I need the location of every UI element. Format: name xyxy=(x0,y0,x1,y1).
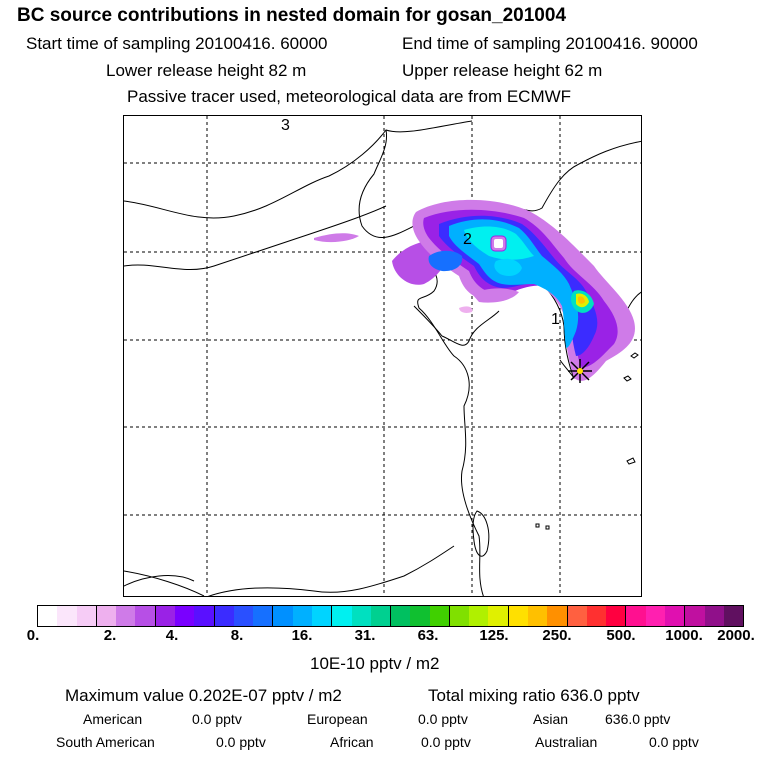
australian-label: Australian xyxy=(535,734,598,750)
tick-label: 4. xyxy=(165,627,179,644)
african-value: 0.0 pptv xyxy=(421,734,471,750)
asian-value: 636.0 pptv xyxy=(605,711,671,727)
colorbar-segment xyxy=(469,606,489,626)
american-value: 0.0 pptv xyxy=(192,711,242,727)
south-american-label: South American xyxy=(56,734,155,750)
american-label: American xyxy=(83,711,143,727)
tick-label: 8. xyxy=(230,627,244,644)
colorbar-segment xyxy=(135,606,156,626)
colorbar-segment xyxy=(370,606,392,626)
australian-value: 0.0 pptv xyxy=(649,734,699,750)
colorbar-segment xyxy=(508,606,529,626)
tick-label: 250. xyxy=(542,627,572,644)
colorbar-segment xyxy=(116,606,136,626)
total-mixing-ratio-label: Total mixing ratio 636.0 pptv xyxy=(428,686,640,705)
colorbar-segment xyxy=(332,606,352,626)
tick-label: 16. xyxy=(291,627,313,644)
colorbar-segment xyxy=(273,606,293,626)
colorbar-segment xyxy=(567,606,587,626)
colorbar-segment xyxy=(194,606,215,626)
plot-title: BC source contributions in nested domain… xyxy=(17,5,567,26)
colorbar-segment xyxy=(155,606,175,626)
colorbar-segment xyxy=(645,606,665,626)
map-canvas: 3 2 1 xyxy=(124,116,641,596)
colorbar-segment xyxy=(665,606,686,626)
marker-1: 1 xyxy=(551,311,560,328)
colorbar-segment xyxy=(488,606,509,626)
colorbar-segment xyxy=(57,606,77,626)
colorbar-segment xyxy=(76,606,97,626)
colorbar-segment xyxy=(410,606,430,626)
colorbar-segment xyxy=(528,606,548,626)
colorbar-segment xyxy=(429,606,450,626)
marker-2: 2 xyxy=(463,231,472,248)
tick-label: 1000. xyxy=(665,627,703,644)
asian-label: Asian xyxy=(533,711,569,727)
colorbar-segment xyxy=(38,606,58,626)
tick-label: 2. xyxy=(103,627,117,644)
european-label: European xyxy=(307,711,368,727)
tick-label: 2000. xyxy=(717,627,755,644)
colorbar-segment xyxy=(253,606,274,626)
colorbar-segment xyxy=(586,606,607,626)
upper-release-label: Upper release height 62 m xyxy=(402,61,603,80)
tick-label: 125. xyxy=(479,627,509,644)
concentration-plume xyxy=(314,199,635,381)
colorbar-segment xyxy=(449,606,470,626)
colorbar-segment xyxy=(292,606,312,626)
marker-3: 3 xyxy=(281,117,290,134)
south-american-value: 0.0 pptv xyxy=(216,734,266,750)
colorbar-segment xyxy=(96,606,117,626)
tick-label: 63. xyxy=(417,627,439,644)
colorbar-segment xyxy=(311,606,333,626)
grid-lines xyxy=(124,116,641,596)
colorbar-segment xyxy=(351,606,371,626)
african-label: African xyxy=(330,734,374,750)
colorbar-segment xyxy=(723,606,744,626)
map-panel: 3 2 1 xyxy=(123,115,642,597)
coastlines xyxy=(124,120,641,596)
colorbar-segment xyxy=(606,606,627,626)
lower-release-label: Lower release height 82 m xyxy=(106,61,307,80)
tracer-info-label: Passive tracer used, meteorological data… xyxy=(127,87,572,106)
colorbar-segment xyxy=(233,606,254,626)
european-value: 0.0 pptv xyxy=(418,711,468,727)
tick-label: 0. xyxy=(26,627,40,644)
colorbar-unit-label: 10E-10 pptv / m2 xyxy=(310,654,440,673)
colorbar-segment xyxy=(685,606,705,626)
color-scale-bar xyxy=(37,605,744,627)
start-time-label: Start time of sampling 20100416. 60000 xyxy=(26,34,328,53)
colorbar-segment xyxy=(214,606,234,626)
colorbar-segment xyxy=(174,606,195,626)
receptor-dot xyxy=(577,368,583,374)
tick-label: 500. xyxy=(606,627,636,644)
tick-label: 31. xyxy=(354,627,376,644)
colorbar-segment xyxy=(547,606,568,626)
colorbar-segment xyxy=(626,606,646,626)
end-time-label: End time of sampling 20100416. 90000 xyxy=(402,34,698,53)
colorbar-segment xyxy=(704,606,724,626)
maximum-value-label: Maximum value 0.202E-07 pptv / m2 xyxy=(65,686,342,705)
colorbar-segment xyxy=(391,606,411,626)
